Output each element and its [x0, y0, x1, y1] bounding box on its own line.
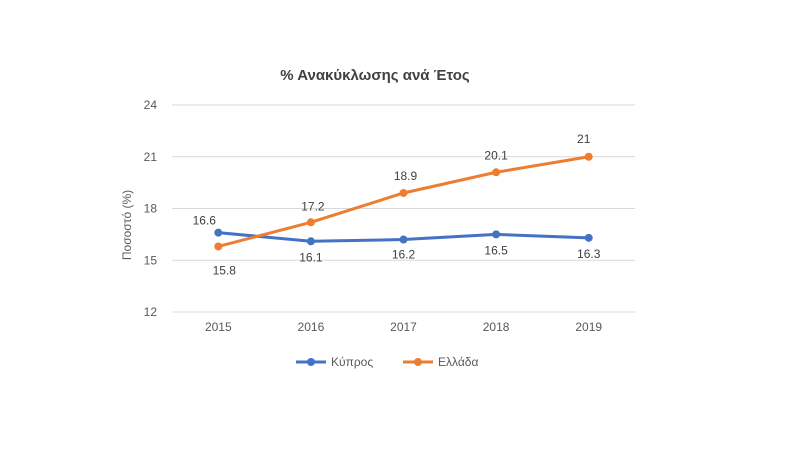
data-label: 16.6	[193, 214, 217, 228]
data-label: 20.1	[484, 148, 508, 162]
data-label: 16.1	[299, 250, 323, 264]
data-point	[399, 235, 408, 244]
data-point	[214, 228, 223, 237]
data-point	[584, 233, 593, 242]
x-tick-label: 2019	[575, 320, 602, 334]
data-label: 16.5	[484, 243, 508, 257]
data-point	[214, 242, 223, 251]
data-labels: 16.6 16.1 16.2 16.5 16.3 15.8 17.2 18.9 20.1 21	[193, 132, 601, 278]
y-axis-ticks: 12 15 18 21 24	[144, 98, 158, 319]
y-tick-label: 15	[144, 253, 158, 267]
data-label: 16.3	[577, 247, 601, 261]
data-label: 18.9	[394, 169, 418, 183]
data-point	[584, 152, 593, 161]
legend: Κύπρος Ελλάδα	[296, 355, 478, 369]
data-label: 17.2	[301, 199, 325, 213]
y-tick-label: 18	[144, 202, 158, 216]
data-point	[306, 237, 315, 246]
y-tick-label: 12	[144, 305, 158, 319]
legend-label: Κύπρος	[331, 355, 373, 369]
legend-label: Ελλάδα	[438, 355, 478, 369]
chart-title: % Ανακύκλωσης ανά Έτος	[280, 67, 470, 84]
x-tick-label: 2018	[483, 320, 510, 334]
legend-marker	[307, 358, 315, 366]
legend-marker	[414, 358, 422, 366]
x-tick-label: 2016	[298, 320, 325, 334]
data-label: 16.2	[392, 248, 416, 262]
data-label: 15.8	[213, 263, 237, 277]
gridlines	[172, 104, 635, 313]
series-group	[214, 152, 593, 251]
y-axis-label: Ποσοστό (%)	[120, 190, 134, 260]
y-tick-label: 21	[144, 150, 158, 164]
x-tick-label: 2015	[205, 320, 232, 334]
data-point	[399, 188, 408, 197]
data-point	[492, 230, 501, 239]
x-axis-ticks: 2015 2016 2017 2018 2019	[205, 320, 602, 334]
x-tick-label: 2017	[390, 320, 417, 334]
data-point	[492, 168, 501, 177]
data-point	[306, 218, 315, 227]
data-label: 21	[577, 132, 591, 146]
y-tick-label: 24	[144, 98, 158, 112]
